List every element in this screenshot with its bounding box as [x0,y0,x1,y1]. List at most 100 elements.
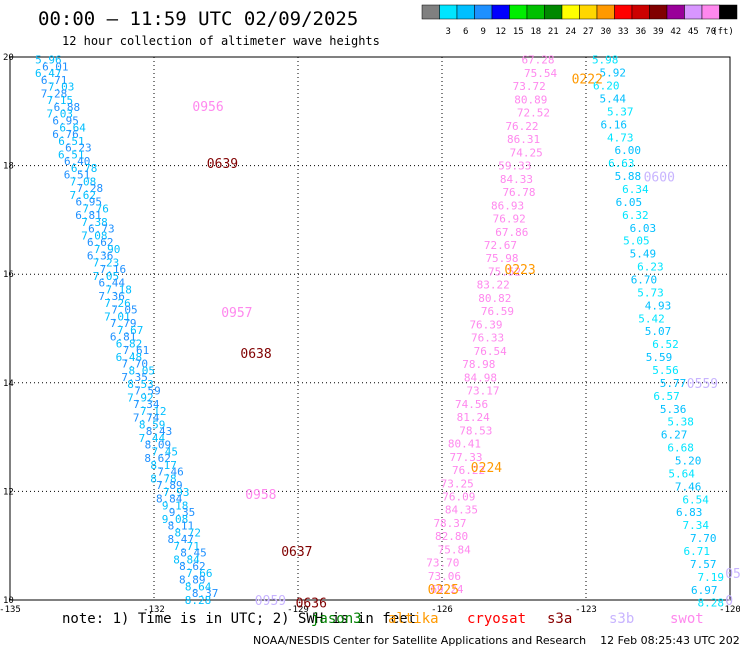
wave-height-point: 7.08 [81,229,108,242]
y-tick-label: 20 [3,53,14,63]
wave-height-point: 76.39 [469,318,502,331]
wave-height-point: 9.35 [169,506,196,519]
wave-height-point: 8.45 [180,547,207,560]
wave-height-point: 8.37 [192,587,219,600]
wave-height-point: 75.98 [485,252,518,265]
satellite-s3b: s3b [609,611,635,627]
wave-height-point: 4.73 [607,131,634,144]
wave-height-point: 73.70 [426,557,459,570]
wave-height-point: 8.11 [168,520,195,533]
wave-height-point: 7.03 [48,81,75,94]
pass-time-label: 0958 [245,488,276,503]
wave-height-point: 6.23 [637,261,664,274]
wave-height-point: 6.23 [65,142,92,155]
color-legend: 3 6 9 12 15 18 21 24 27 30 33 36 39 42 45 70(ft) [421,4,738,37]
wave-height-point: 7.90 [94,243,121,256]
wave-height-point: 6.95 [75,196,102,209]
wave-height-point: 5.20 [675,455,702,468]
wave-height-point: 69.24 [430,583,463,596]
wave-height-point: 9.18 [162,499,189,512]
wave-height-point: 5.05 [623,235,650,248]
wave-height-point: 83.22 [477,279,510,292]
wave-height-point: 82.80 [435,530,468,543]
wave-height-point: 6.47 [35,67,62,80]
wave-height-point: 6.01 [42,60,69,73]
wave-height-point: 6.64 [59,121,86,134]
legend-tick-label: 15 [513,27,524,37]
wave-height-point: 7.92 [127,391,154,404]
wave-height-point: 5.42 [638,312,665,325]
wave-height-point: 8.72 [175,526,202,539]
wave-height-point: 5.96 [35,54,62,67]
wave-height-point: 80.82 [478,292,511,305]
wave-height-point: 72.67 [484,239,517,252]
wave-height-point: 8.47 [167,533,194,546]
wave-height-point: 77.33 [449,451,482,464]
wave-height-point: 6.03 [630,222,657,235]
wave-height-point: 80.41 [448,438,481,451]
footer-note: note: 1) Time is in UTC; 2) SWH is in fe… [62,611,417,627]
wave-height-point: 8.28 [185,594,212,607]
wave-height-point: 76.09 [442,490,475,503]
pass-time-label: 0224 [471,461,502,476]
wave-height-point: 6.81 [75,209,102,222]
wave-height-point: 84.35 [445,504,478,517]
wave-height-point: 73.17 [466,385,499,398]
legend-unit: (ft) [712,27,734,37]
wave-height-point: 7.26 [104,297,131,310]
wave-height-point: 7.66 [186,567,213,580]
wave-height-point: 5.38 [667,416,694,429]
wave-height-point: 7.67 [117,324,144,337]
legend-tick-label: 9 [481,27,486,37]
wave-height-point: 8.05 [128,364,155,377]
wave-height-point: 7.08 [70,175,97,188]
x-tick-label: -129 [287,605,309,615]
wave-height-point: 5.88 [615,170,642,183]
wave-height-point: 84.98 [464,371,497,384]
satellite-cryosat: cryosat [467,611,527,627]
wave-height-point: 73.72 [513,80,546,93]
satellite-swot: swot [670,611,704,627]
wave-height-point: 7.35 [121,371,148,384]
wave-height-point: 7.28 [77,182,104,195]
wave-height-point: 7.19 [698,571,725,584]
pass-time-label: 0636 [296,597,327,612]
wave-height-point: 75.84 [438,543,471,556]
wave-height-point: 8.09 [145,439,172,452]
wave-height-point: 6.95 [52,114,79,127]
wave-height-point: 7.46 [675,480,702,493]
wave-height-point: 7.59 [134,385,161,398]
wave-height-point: 5.56 [652,364,679,377]
chart-subtitle: 12 hour collection of altimeter wave hei… [62,34,380,48]
wave-height-point: 7.62 [70,189,97,202]
wave-height-point: 6.57 [653,390,680,403]
wave-height-point: 6.68 [667,442,694,455]
wave-height-point: 9.08 [162,513,189,526]
wave-height-point: 8.89 [179,574,206,587]
wave-height-point: 7.12 [140,405,167,418]
wave-height-point: 6.16 [601,118,628,131]
legend-swatch [719,4,738,20]
plot-frame [9,56,731,601]
wave-height-point: 5.92 [599,67,626,80]
wave-height-point: 7.34 [133,398,160,411]
satellite-jason3: jason3 [311,611,362,627]
wave-height-point: 7.05 [111,304,138,317]
wave-height-plot: -135 -132 -129 -126 -123 -120 10 12 14 16 18 20 5.96… [0,53,740,615]
wave-height-point: 76.59 [481,305,514,318]
pass-time-label: 0638 [240,347,271,362]
wave-height-point: 7.18 [105,283,132,296]
wave-height-point: 76.54 [474,345,507,358]
wave-height-point: 8.84 [173,553,200,566]
wave-height-point: 7.45 [152,445,179,458]
wave-height-point: 7.57 [690,558,717,571]
wave-height-point: 6.76 [52,128,79,141]
wave-height-point: 75.54 [524,67,557,80]
wave-height-point: 6.52 [652,338,679,351]
wave-height-point: 78.53 [459,424,492,437]
wave-height-point: 6.27 [661,429,688,442]
wave-height-point: 7.01 [104,310,131,323]
pass-time-label: 05 [725,567,740,582]
wave-height-point: 5.44 [599,93,626,106]
wave-height-point: 6.36 [87,250,114,263]
